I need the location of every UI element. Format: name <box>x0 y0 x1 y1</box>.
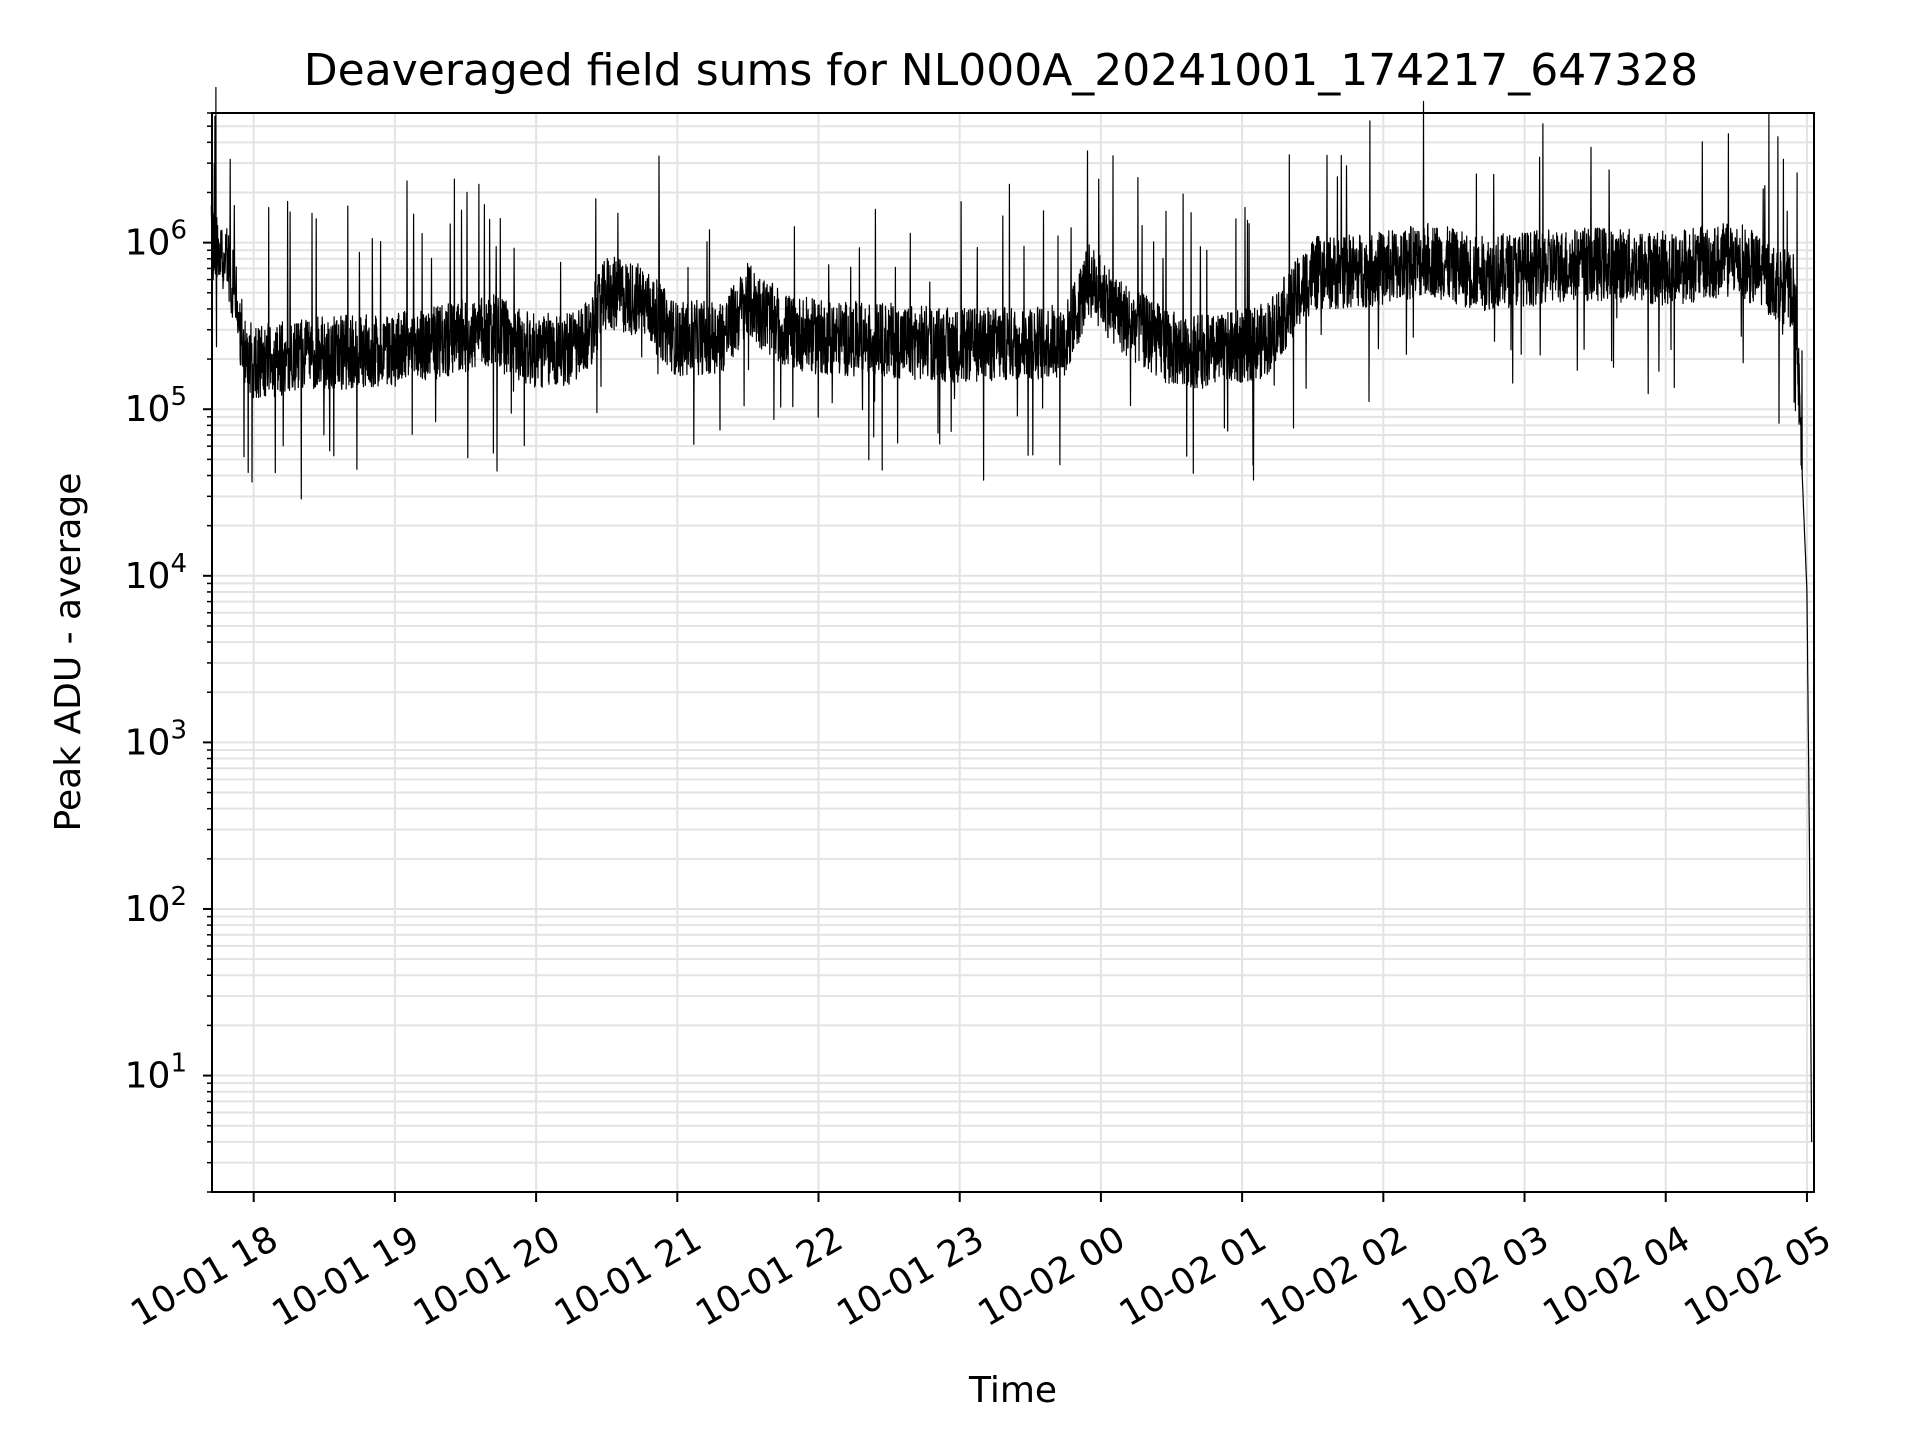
x-tick-label: 10-02 00 <box>972 1218 1133 1334</box>
y-tick-label: 101 <box>125 1049 187 1097</box>
grid <box>212 112 1814 1193</box>
x-tick-label: 10-02 04 <box>1536 1218 1697 1334</box>
x-tick-label: 10-02 01 <box>1113 1218 1274 1334</box>
plot-frame <box>211 112 1815 1193</box>
y-tick-label: 104 <box>125 549 187 597</box>
x-tick-label: 10-02 03 <box>1395 1218 1556 1334</box>
x-tick-label: 10-02 02 <box>1254 1218 1415 1334</box>
y-tick-label: 105 <box>125 382 187 430</box>
x-tick-label: 10-01 23 <box>830 1218 991 1334</box>
x-tick-label: 10-02 05 <box>1678 1218 1839 1334</box>
y-tick-label: 102 <box>125 882 187 930</box>
x-axis-label: Time <box>968 1370 1057 1411</box>
chart-title: Deaveraged field sums for NL000A_2024100… <box>304 45 1698 96</box>
x-tick-label: 10-01 21 <box>548 1218 709 1334</box>
y-axis-label: Peak ADU - average <box>48 473 89 832</box>
x-tick-label: 10-01 19 <box>266 1218 427 1334</box>
x-tick-label: 10-01 22 <box>689 1218 850 1334</box>
y-axis-tick-labels: 101 102 103 104 105 106 <box>125 216 187 1097</box>
axis-ticks <box>203 112 1808 1202</box>
x-tick-label: 10-01 18 <box>124 1218 285 1334</box>
y-tick-label: 106 <box>125 216 187 264</box>
y-tick-label: 103 <box>125 715 187 763</box>
x-tick-label: 10-01 20 <box>407 1218 568 1334</box>
plot-area <box>210 86 1813 1142</box>
series-line <box>210 86 1813 1142</box>
